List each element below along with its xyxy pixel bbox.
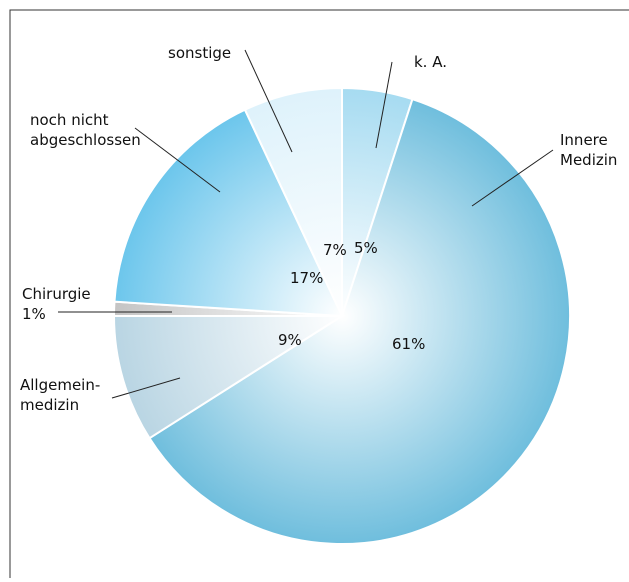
- slice: [113, 108, 344, 318]
- slice-label: Innere Medizin: [560, 131, 617, 169]
- slice-label: noch nicht abgeschlossen: [30, 111, 141, 149]
- slice: [112, 315, 346, 440]
- slice-label: Allgemein-medizin: [20, 376, 100, 414]
- slice-label: Chirurgie: [22, 285, 91, 303]
- leader-line: [471, 149, 554, 207]
- value-label: 7%: [323, 241, 347, 259]
- frame: [9, 9, 629, 578]
- value-label: 1%: [22, 305, 46, 323]
- leader-line: [375, 61, 393, 149]
- value-label: 61%: [392, 335, 425, 353]
- slice: [243, 86, 343, 317]
- slice-label: k. A.: [414, 53, 447, 71]
- slice: [148, 97, 571, 545]
- leader-line: [134, 127, 221, 193]
- leader-line: [244, 49, 293, 153]
- leader-line: [111, 377, 181, 399]
- value-label: 17%: [290, 269, 323, 287]
- value-label: 5%: [354, 239, 378, 257]
- slice-label: sonstige: [168, 44, 231, 62]
- value-label: 9%: [278, 331, 302, 349]
